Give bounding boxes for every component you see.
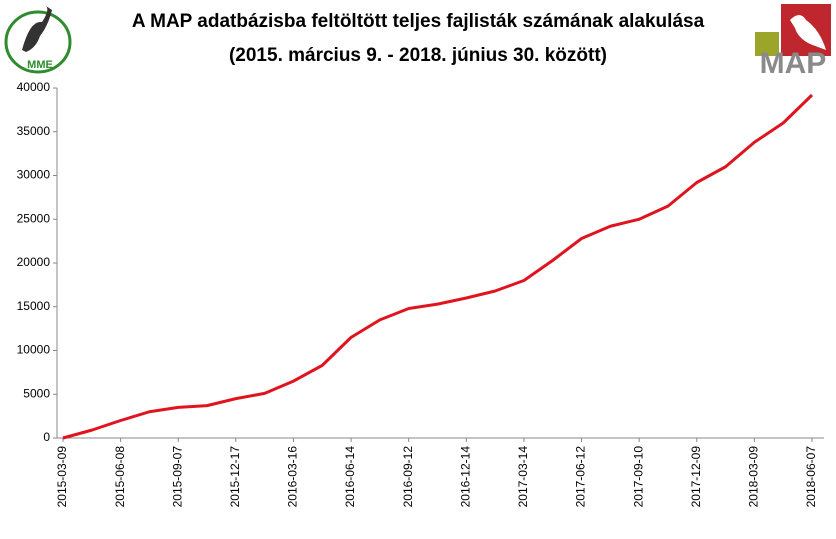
- logo-bird: [22, 6, 52, 52]
- x-tick-label: 2015-03-09: [55, 446, 69, 508]
- logo-bird: [790, 15, 826, 50]
- logo-square: [755, 32, 779, 56]
- x-tick-label: 2017-12-09: [689, 446, 703, 508]
- x-tick-label: 2018-06-07: [804, 446, 818, 508]
- x-tick-label: 2018-03-09: [747, 446, 761, 508]
- x-tick-label: 2017-06-12: [574, 446, 588, 508]
- x-tick-label: 2015-06-08: [113, 446, 127, 508]
- x-tick-label: 2015-09-07: [170, 446, 184, 508]
- y-tick-label: 35000: [17, 124, 51, 138]
- y-tick-label: 25000: [17, 211, 51, 225]
- data-line: [62, 93, 814, 440]
- chart-subtitle: (2015. március 9. - 2018. június 30. köz…: [229, 45, 607, 66]
- x-tick-label: 2015-12-17: [228, 446, 242, 508]
- logo-ring: [4, 10, 72, 74]
- y-tick-label: 5000: [23, 386, 50, 400]
- logo-text: MME: [27, 59, 53, 71]
- mme-logo: MME: [4, 6, 72, 74]
- y-tick-label: 0: [43, 430, 50, 444]
- x-tick-label: 2016-06-14: [343, 446, 357, 508]
- y-tick-label: 15000: [17, 299, 51, 313]
- y-tick-label: 20000: [17, 255, 51, 269]
- map-logo: MAP: [755, 4, 831, 80]
- y-tick-label: 10000: [17, 343, 51, 357]
- x-tick-label: 2016-09-12: [401, 446, 415, 508]
- x-tick-label: 2016-12-14: [458, 446, 472, 508]
- x-tick-label: 2017-09-10: [631, 446, 645, 508]
- chart-title: A MAP adatbázisba feltöltött teljes fajl…: [132, 11, 705, 32]
- y-tick-label: 40000: [17, 80, 51, 94]
- x-tick-label: 2016-03-16: [286, 446, 300, 508]
- y-tick-label: 30000: [17, 168, 51, 182]
- logo-text: MAP: [760, 47, 827, 80]
- x-tick-label: 2017-03-14: [516, 446, 530, 508]
